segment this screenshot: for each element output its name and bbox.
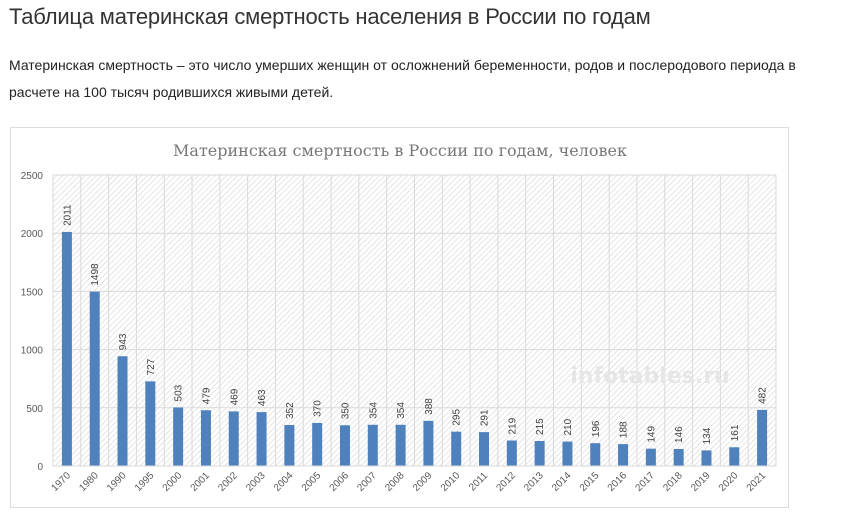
bar-2016 xyxy=(618,444,629,466)
data-label: 503 xyxy=(174,384,185,401)
x-tick-label: 2002 xyxy=(216,470,240,494)
data-label: 1498 xyxy=(90,263,101,286)
data-label: 134 xyxy=(702,427,713,444)
data-label: 146 xyxy=(674,426,685,443)
x-tick-label: 2018 xyxy=(661,470,685,494)
bar-1980 xyxy=(89,291,100,466)
x-tick-label: 2007 xyxy=(355,470,379,494)
data-label: 161 xyxy=(730,424,741,441)
data-label: 354 xyxy=(396,402,407,419)
x-tick-label: 2005 xyxy=(300,470,324,494)
y-tick-label: 2500 xyxy=(21,171,44,182)
x-tick-label: 1980 xyxy=(77,470,101,494)
x-tick-label: 2014 xyxy=(550,470,574,494)
bar-2000 xyxy=(173,407,184,466)
bar-2012 xyxy=(506,440,517,466)
x-tick-label: 2016 xyxy=(606,470,630,494)
x-tick-label: 2013 xyxy=(522,470,546,494)
bar-2020 xyxy=(729,447,740,466)
data-label: 2011 xyxy=(62,204,73,226)
data-label: 354 xyxy=(368,402,379,419)
chart-title: Материнская смертность в России по годам… xyxy=(173,141,627,160)
data-label: 196 xyxy=(591,420,602,437)
data-label: 388 xyxy=(424,398,435,415)
data-label: 219 xyxy=(507,417,518,434)
data-label: 482 xyxy=(758,387,769,404)
data-label: 215 xyxy=(535,418,546,435)
data-label: 291 xyxy=(480,409,491,426)
bar-2014 xyxy=(562,441,573,466)
x-tick-label: 2006 xyxy=(328,470,352,494)
bar-2018 xyxy=(673,449,684,466)
data-label: 943 xyxy=(118,333,129,350)
data-label: 210 xyxy=(563,418,574,435)
data-label: 295 xyxy=(452,409,463,426)
x-tick-label: 2017 xyxy=(633,470,657,494)
bar-2005 xyxy=(312,422,323,466)
bar-1970 xyxy=(61,231,72,466)
x-tick-label: 2010 xyxy=(439,470,463,494)
page-description: Материнская смертность – это число умерш… xyxy=(9,57,796,100)
bar-2013 xyxy=(534,440,545,466)
x-tick-label: 2019 xyxy=(689,470,713,494)
bar-2009 xyxy=(423,420,434,466)
x-tick-label: 2008 xyxy=(383,470,407,494)
x-tick-label: 2001 xyxy=(189,470,213,494)
watermark: infotables.ru xyxy=(570,364,729,389)
x-tick-label: 1970 xyxy=(50,470,74,494)
bar-2019 xyxy=(701,450,712,466)
x-tick-label: 2012 xyxy=(494,470,518,494)
x-tick-label: 2009 xyxy=(411,470,435,494)
bar-2004 xyxy=(284,425,295,466)
bar-2003 xyxy=(256,412,267,466)
data-label: 463 xyxy=(257,389,268,406)
x-tick-label: 2003 xyxy=(244,470,268,494)
y-tick-label: 1500 xyxy=(21,287,44,298)
data-label: 350 xyxy=(340,402,351,419)
data-label: 469 xyxy=(229,388,240,405)
x-tick-label: 2021 xyxy=(745,470,769,494)
bar-2006 xyxy=(339,425,350,466)
x-tick-label: 2015 xyxy=(578,470,602,494)
data-label: 370 xyxy=(313,400,324,417)
x-tick-label: 2020 xyxy=(717,470,741,494)
data-label: 188 xyxy=(619,421,630,438)
bar-2010 xyxy=(451,431,462,466)
bar-1990 xyxy=(117,356,128,466)
x-tick-label: 2000 xyxy=(161,470,185,494)
y-tick-label: 2000 xyxy=(21,229,44,240)
bar-2007 xyxy=(367,424,378,466)
bar-2002 xyxy=(228,411,239,466)
data-label: 727 xyxy=(146,358,157,375)
page-heading: Таблица материнская смертность населения… xyxy=(9,4,651,29)
y-tick-label: 0 xyxy=(37,462,43,473)
y-tick-label: 1000 xyxy=(21,346,44,357)
data-label: 479 xyxy=(201,387,212,404)
bar-1995 xyxy=(145,381,156,466)
data-label: 352 xyxy=(285,402,296,419)
bar-2015 xyxy=(590,443,601,466)
bar-2008 xyxy=(395,424,406,466)
bar-2021 xyxy=(757,409,768,466)
x-tick-label: 2004 xyxy=(272,470,296,494)
x-tick-label: 1990 xyxy=(105,470,129,494)
y-tick-label: 500 xyxy=(26,404,43,415)
data-label: 149 xyxy=(646,426,657,443)
x-tick-label: 1995 xyxy=(133,470,157,494)
bar-2017 xyxy=(645,448,656,466)
bar-2011 xyxy=(479,432,490,466)
bar-2001 xyxy=(200,410,211,466)
x-tick-label: 2011 xyxy=(467,470,490,493)
